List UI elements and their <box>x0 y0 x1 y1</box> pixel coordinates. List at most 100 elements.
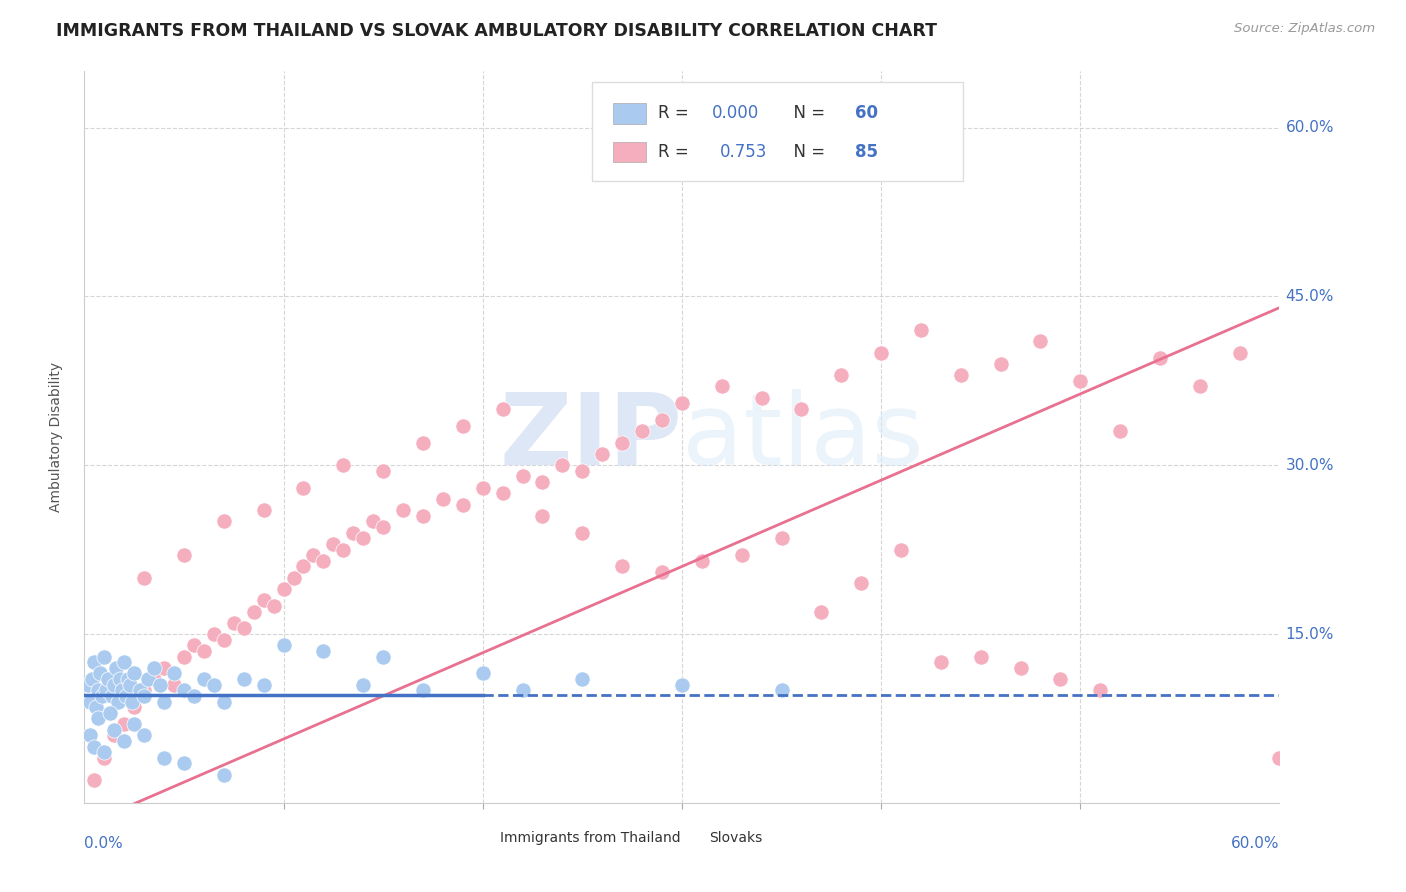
Point <box>990 357 1012 371</box>
Point <box>432 491 454 506</box>
Point <box>392 503 415 517</box>
Point <box>273 582 295 596</box>
Point <box>122 700 145 714</box>
Point <box>451 418 474 433</box>
Point <box>132 683 156 698</box>
Point <box>1229 345 1251 359</box>
Point <box>112 734 135 748</box>
Point <box>471 666 494 681</box>
Point <box>790 401 813 416</box>
Point <box>253 678 276 692</box>
Point <box>1188 379 1211 393</box>
Point <box>110 672 132 686</box>
Point <box>163 678 186 692</box>
Point <box>111 683 134 698</box>
Point <box>273 638 295 652</box>
Point <box>122 666 145 681</box>
Point <box>132 728 156 742</box>
Text: N =: N = <box>783 143 831 161</box>
Point <box>242 605 264 619</box>
Point <box>1029 334 1052 349</box>
Point <box>153 694 176 708</box>
Point <box>132 571 156 585</box>
Text: 0.753: 0.753 <box>720 143 768 161</box>
Point <box>302 548 325 562</box>
Point <box>232 621 254 635</box>
Point <box>253 503 276 517</box>
Point <box>153 661 176 675</box>
Point <box>173 649 195 664</box>
Point <box>83 655 105 669</box>
Text: N =: N = <box>783 104 831 122</box>
Point <box>352 532 374 546</box>
Point <box>103 723 125 737</box>
Text: 60.0%: 60.0% <box>1285 120 1334 135</box>
Point <box>322 537 344 551</box>
Point <box>332 458 354 473</box>
Point <box>292 559 315 574</box>
Point <box>222 615 245 630</box>
Point <box>83 773 105 788</box>
Point <box>129 683 152 698</box>
Point <box>253 593 276 607</box>
Point <box>93 649 115 664</box>
Point <box>591 447 613 461</box>
Point <box>103 678 125 692</box>
Point <box>79 694 101 708</box>
Point <box>120 678 142 692</box>
Text: 60.0%: 60.0% <box>1232 836 1279 851</box>
Point <box>87 683 110 698</box>
Point <box>202 678 225 692</box>
Point <box>731 548 754 562</box>
Text: R =: R = <box>658 104 695 122</box>
Point <box>690 554 713 568</box>
Point <box>531 508 554 523</box>
Point <box>232 672 254 686</box>
Point <box>312 554 335 568</box>
Text: 30.0%: 30.0% <box>1285 458 1334 473</box>
Point <box>97 672 120 686</box>
Point <box>117 672 139 686</box>
Point <box>183 689 205 703</box>
FancyBboxPatch shape <box>467 825 494 850</box>
Text: 85: 85 <box>855 143 879 161</box>
Point <box>105 661 128 675</box>
Point <box>751 391 773 405</box>
Point <box>910 323 932 337</box>
Point <box>115 689 138 703</box>
Point <box>101 689 124 703</box>
Point <box>107 694 129 708</box>
Point <box>122 717 145 731</box>
Point <box>451 498 474 512</box>
Point <box>870 345 893 359</box>
Point <box>551 458 574 473</box>
Text: ZIP: ZIP <box>499 389 682 485</box>
Point <box>83 739 105 754</box>
Point <box>571 464 593 478</box>
Text: 0.000: 0.000 <box>711 104 759 122</box>
Text: Slovaks: Slovaks <box>710 831 762 845</box>
Point <box>212 694 235 708</box>
Point <box>183 638 205 652</box>
Text: R =: R = <box>658 143 699 161</box>
Point <box>212 767 235 781</box>
Point <box>890 542 912 557</box>
Point <box>342 525 364 540</box>
Point <box>1010 661 1032 675</box>
Point <box>153 751 176 765</box>
Point <box>86 700 108 714</box>
FancyBboxPatch shape <box>613 103 647 124</box>
Point <box>193 644 215 658</box>
Point <box>949 368 972 383</box>
Point <box>851 576 873 591</box>
Point <box>352 678 374 692</box>
FancyBboxPatch shape <box>613 142 647 162</box>
Text: 0.0%: 0.0% <box>84 836 124 851</box>
Y-axis label: Ambulatory Disability: Ambulatory Disability <box>49 362 63 512</box>
Point <box>93 751 115 765</box>
Point <box>671 396 693 410</box>
Point <box>571 525 593 540</box>
Point <box>193 672 215 686</box>
Point <box>263 599 285 613</box>
Point <box>651 413 673 427</box>
